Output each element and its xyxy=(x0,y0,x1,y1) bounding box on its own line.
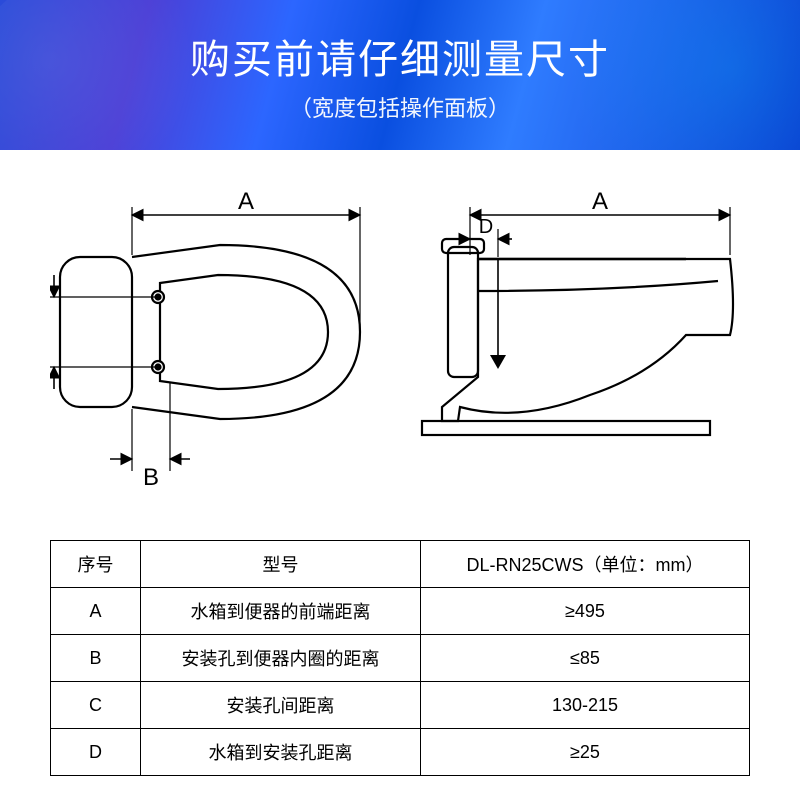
col-value: DL-RN25CWS（单位：mm） xyxy=(421,541,750,588)
col-model: 型号 xyxy=(141,541,421,588)
banner-subtitle: （宽度包括操作面板） xyxy=(290,91,510,123)
spec-table: 序号 型号 DL-RN25CWS（单位：mm） A 水箱到便器的前端距离 ≥49… xyxy=(50,540,750,776)
label-D: D xyxy=(479,216,493,238)
table-row: C 安装孔间距离 130-215 xyxy=(51,682,750,729)
col-seq: 序号 xyxy=(51,541,141,588)
banner: 购买前请仔细测量尺寸 （宽度包括操作面板） xyxy=(0,0,800,150)
table-row: D 水箱到安装孔距离 ≥25 xyxy=(51,729,750,776)
spec-table-wrap: 序号 型号 DL-RN25CWS（单位：mm） A 水箱到便器的前端距离 ≥49… xyxy=(50,540,750,776)
side-view: A D xyxy=(422,188,733,435)
table-header-row: 序号 型号 DL-RN25CWS（单位：mm） xyxy=(51,541,750,588)
cell-desc: 安装孔到便器内圈的距离 xyxy=(141,635,421,682)
cell-val: ≥25 xyxy=(421,729,750,776)
banner-title: 购买前请仔细测量尺寸 xyxy=(190,27,610,85)
label-A-side: A xyxy=(592,188,608,215)
cell-val: ≥495 xyxy=(421,588,750,635)
cell-key: C xyxy=(51,682,141,729)
diagram-area: A B C xyxy=(0,150,800,540)
cell-key: D xyxy=(51,729,141,776)
table-row: B 安装孔到便器内圈的距离 ≤85 xyxy=(51,635,750,682)
cell-desc: 水箱到安装孔距离 xyxy=(141,729,421,776)
label-B: B xyxy=(143,464,159,491)
cell-key: B xyxy=(51,635,141,682)
dimension-diagram: A B C xyxy=(50,165,750,525)
cell-desc: 水箱到便器的前端距离 xyxy=(141,588,421,635)
cell-desc: 安装孔间距离 xyxy=(141,682,421,729)
cell-val: ≤85 xyxy=(421,635,750,682)
label-A-top: A xyxy=(238,188,254,215)
cell-val: 130-215 xyxy=(421,682,750,729)
top-view: A B C xyxy=(50,188,360,491)
cell-key: A xyxy=(51,588,141,635)
table-row: A 水箱到便器的前端距离 ≥495 xyxy=(51,588,750,635)
